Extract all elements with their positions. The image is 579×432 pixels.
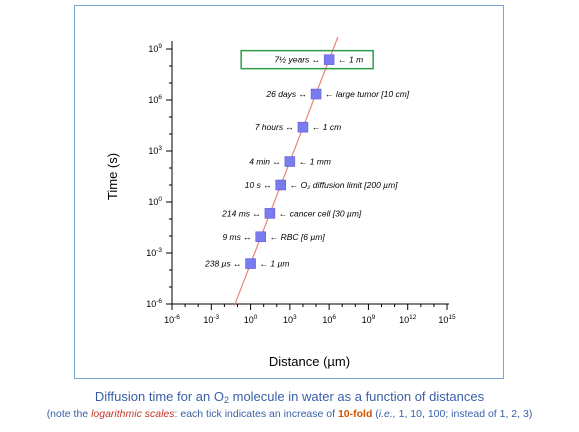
caption-note-ie: i.e., (378, 408, 396, 420)
point-time-label: 4 min ↔ (249, 157, 281, 167)
data-point (264, 208, 276, 219)
caption-note: (note the logarithmic scales: each tick … (0, 408, 579, 420)
point-distance-label: ← 1 cm (312, 122, 341, 132)
point-time-label: 26 days ↔ (265, 89, 307, 99)
data-point (255, 231, 267, 243)
point-time-label: 238 µs ↔ (204, 259, 242, 269)
point-distance-label: ← O₂ diffusion limit [200 µm] (290, 180, 398, 190)
caption-note-g: 1, 10, 100; instead of 1, 2, 3) (395, 408, 533, 420)
diffusion-chart: 10-6 10-3 100 103 106 109 1012 1015 10-6 10-3 100 1… (105, 36, 456, 369)
caption-note-log-scales: logarithmic scales (91, 408, 175, 420)
data-point (323, 54, 335, 65)
caption-note-a: (note the (46, 408, 92, 420)
y-axis-title: Time (s) (105, 153, 120, 200)
point-distance-label: ← large tumor [10 cm] (325, 89, 410, 99)
x-tick-label: 100 (244, 314, 258, 325)
y-tick-label: 109 (148, 43, 162, 54)
point-time-label: 7½ years ↔ (274, 55, 320, 65)
x-axis-title: Distance (µm) (269, 354, 350, 369)
caption-note-c: : each tick indicates an increase of (174, 408, 338, 420)
figure-frame: 10-6 10-3 100 103 106 109 1012 1015 10-6 10-3 100 1… (74, 5, 504, 379)
point-distance-label: ← RBC [6 µm] (270, 232, 326, 242)
data-point (310, 88, 322, 100)
point-time-label: 10 s ↔ (245, 180, 272, 190)
caption-title-sub: 2 (223, 395, 229, 405)
point-distance-label: ← 1 µm (260, 259, 290, 269)
data-point (297, 121, 309, 133)
y-tick-label: 100 (148, 196, 162, 207)
x-tick-label: 10-3 (203, 314, 219, 325)
y-tick-label: 10-3 (146, 247, 162, 258)
point-distance-label: ← 1 m (338, 55, 363, 65)
x-tick-label: 103 (283, 314, 297, 325)
data-point (245, 258, 256, 269)
highlight-box (240, 49, 374, 70)
x-tick-label: 106 (322, 314, 336, 325)
x-tick-label: 10-6 (164, 314, 180, 325)
point-time-label: 9 ms ↔ (222, 232, 251, 242)
point-distance-label: ← cancer cell [30 µm] (279, 208, 362, 218)
y-tick-label: 106 (148, 94, 162, 105)
y-tick-label: 10-6 (146, 298, 162, 309)
x-tick-label: 1012 (399, 314, 417, 325)
x-tick-label: 1015 (438, 314, 456, 325)
caption-title: Diffusion time for an O2 molecule in wat… (0, 389, 579, 405)
caption-title-pre: Diffusion time for an O (94, 389, 224, 404)
data-point (275, 179, 286, 191)
data-point (284, 156, 296, 167)
caption-note-tenfold: 10-fold (337, 408, 373, 420)
x-tick-label: 109 (362, 314, 376, 325)
point-distance-label: ← 1 mm (299, 157, 331, 167)
point-time-label: 7 hours ↔ (255, 122, 294, 132)
caption-note-e: ( (372, 408, 379, 420)
point-time-label: 214 ms ↔ (221, 208, 261, 218)
caption-title-post: molecule in water as a function of dista… (229, 389, 485, 404)
y-tick-label: 103 (148, 145, 162, 156)
